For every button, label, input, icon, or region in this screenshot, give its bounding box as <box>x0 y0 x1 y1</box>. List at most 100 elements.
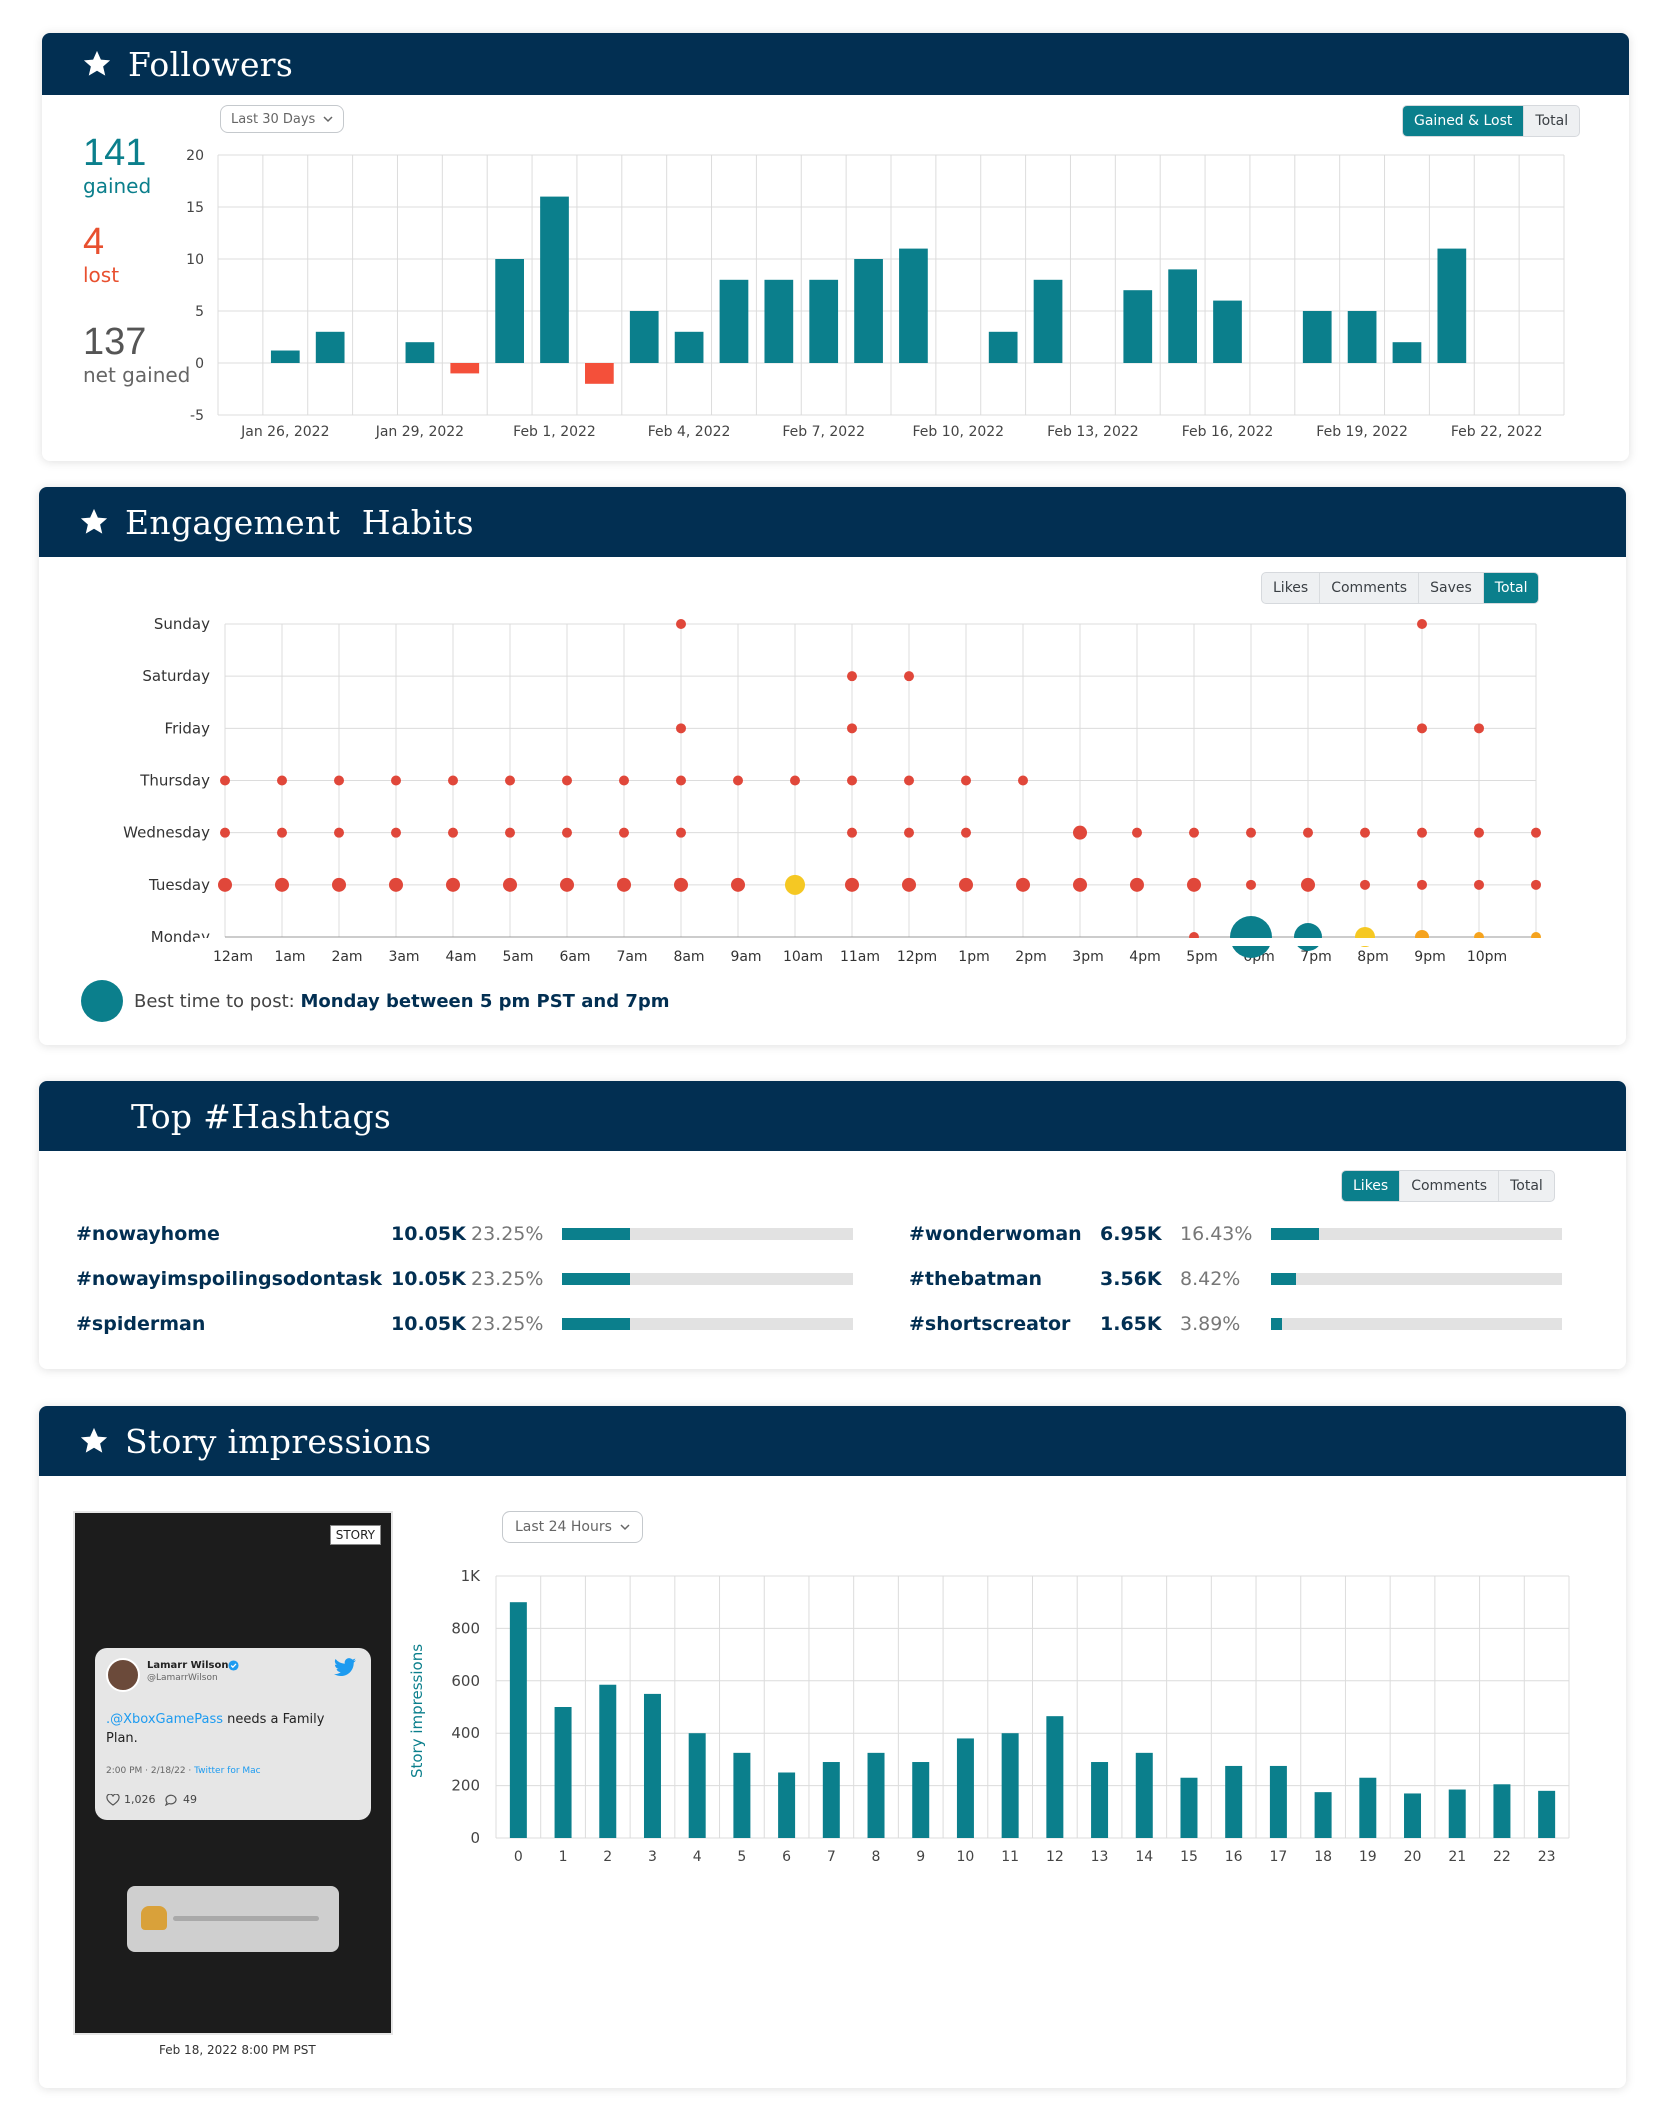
engagement-dot <box>676 619 686 629</box>
chevron-down-icon <box>620 1524 630 1531</box>
toggle-saves[interactable]: Saves <box>1419 573 1484 603</box>
engagement-dot <box>391 827 401 838</box>
toggle-total[interactable]: Total <box>1483 573 1539 603</box>
story-range-label: Last 24 Hours <box>515 1519 612 1535</box>
hour-label: 4pm <box>1129 949 1160 965</box>
engagement-dot <box>847 723 857 734</box>
best-time-marker <box>81 980 123 1022</box>
hashtag-bar-fill <box>562 1318 630 1330</box>
engagement-dot <box>1474 723 1484 734</box>
engagement-dot <box>1303 827 1313 838</box>
story-thumbnail[interactable]: STORY Lamarr Wilson @LamarrWilson .@Xbox… <box>73 1511 393 2035</box>
day-label: Friday <box>165 719 211 737</box>
bar <box>1046 1716 1064 1838</box>
engagement-dot <box>1246 827 1256 838</box>
x-tick-label: 0 <box>514 1849 523 1865</box>
x-tick-label: 2 <box>603 1849 612 1865</box>
x-tick-label: 7 <box>827 1849 836 1865</box>
y-tick-label: 0 <box>470 1829 480 1847</box>
engagement-card: Engagement Habits Likes Comments Saves T… <box>39 487 1626 1045</box>
toggle-likes[interactable]: Likes <box>1262 573 1321 603</box>
engagement-dot <box>560 877 574 892</box>
toggle-likes[interactable]: Likes <box>1342 1171 1401 1201</box>
bar <box>270 350 300 363</box>
engagement-dot <box>562 775 572 786</box>
toggle-comments[interactable]: Comments <box>1320 573 1420 603</box>
engagement-dot <box>218 877 232 892</box>
engagement-dot <box>1474 827 1484 838</box>
y-tick-label: -5 <box>190 408 204 424</box>
bar <box>1213 300 1242 363</box>
engagement-dot <box>448 827 458 838</box>
toggle-comments[interactable]: Comments <box>1400 1171 1500 1201</box>
engagement-dot <box>1130 877 1144 892</box>
engagement-dot <box>1246 879 1256 890</box>
engagement-dot <box>334 827 344 838</box>
bar <box>540 196 569 363</box>
x-tick-label: 11 <box>1001 1849 1019 1865</box>
bar <box>585 363 614 384</box>
hashtag-value: 10.05K <box>391 1223 466 1245</box>
engagement-dot <box>1294 923 1322 951</box>
hashtag-percent: 23.25% <box>471 1268 544 1290</box>
engagement-dot <box>731 877 745 892</box>
hour-label: 7am <box>616 949 647 965</box>
engagement-dot <box>332 877 346 892</box>
toggle-total[interactable]: Total <box>1535 113 1569 129</box>
day-label: Thursday <box>139 772 210 790</box>
engagement-dot <box>277 827 287 838</box>
hashtag-percent: 8.42% <box>1180 1268 1241 1290</box>
engagement-dot <box>847 827 857 838</box>
bar <box>733 1752 751 1838</box>
toggle-gained-lost[interactable]: Gained & Lost <box>1403 106 1525 136</box>
x-tick-label: 16 <box>1225 1849 1243 1865</box>
axis-mask <box>195 938 1566 946</box>
hashtag-bar-fill <box>1271 1318 1283 1330</box>
tweet-replies: 49 <box>183 1793 197 1806</box>
hashtag-value: 10.05K <box>391 1268 466 1290</box>
x-tick-label: 3 <box>648 1849 657 1865</box>
hour-label: 1am <box>274 949 305 965</box>
toggle-total[interactable]: Total <box>1510 1178 1543 1194</box>
story-caption: Feb 18, 2022 8:00 PM PST <box>159 2043 316 2057</box>
story-range-dropdown[interactable]: Last 24 Hours <box>502 1511 643 1543</box>
engagement-dot <box>1417 723 1427 734</box>
x-tick-label: 18 <box>1314 1849 1332 1865</box>
x-tick-label: 13 <box>1091 1849 1109 1865</box>
bar <box>599 1684 617 1838</box>
hour-label: 8pm <box>1357 949 1388 965</box>
followers-title: Followers <box>128 44 294 84</box>
bar <box>1347 311 1377 363</box>
engagement-dot <box>902 877 916 892</box>
x-tick-label: 14 <box>1135 1849 1153 1865</box>
hour-label: 9am <box>730 949 761 965</box>
engagement-dot <box>676 775 686 786</box>
bar <box>509 1602 527 1838</box>
y-tick-label: 0 <box>195 356 204 372</box>
engagement-dot <box>674 877 688 892</box>
engagement-dot <box>1187 877 1201 892</box>
engagement-dot <box>275 877 289 892</box>
hashtag-value: 3.56K <box>1100 1268 1162 1290</box>
hashtag-percent: 16.43% <box>1180 1223 1253 1245</box>
followers-range-dropdown[interactable]: Last 30 Days <box>220 105 345 133</box>
chevron-down-icon <box>323 116 333 123</box>
x-tick-label: Feb 1, 2022 <box>513 424 596 440</box>
bar <box>495 259 524 363</box>
engagement-dot <box>1417 619 1427 629</box>
bar <box>1448 1789 1466 1838</box>
engagement-dot <box>505 775 515 786</box>
x-tick-label: 5 <box>737 1849 746 1865</box>
reply-icon <box>164 1794 177 1806</box>
verified-icon <box>228 1660 239 1671</box>
hour-label: 2am <box>331 949 362 965</box>
engagement-dot <box>1474 879 1484 890</box>
story-badge: STORY <box>329 1525 381 1545</box>
y-tick-label: 15 <box>186 200 204 216</box>
bar <box>1180 1777 1198 1838</box>
engagement-dot <box>619 775 629 786</box>
engagement-dot <box>1531 827 1541 838</box>
bar <box>674 331 704 363</box>
avatar <box>106 1658 140 1692</box>
followers-card: Followers 141 gained 4 lost 137 net gain… <box>42 33 1629 461</box>
